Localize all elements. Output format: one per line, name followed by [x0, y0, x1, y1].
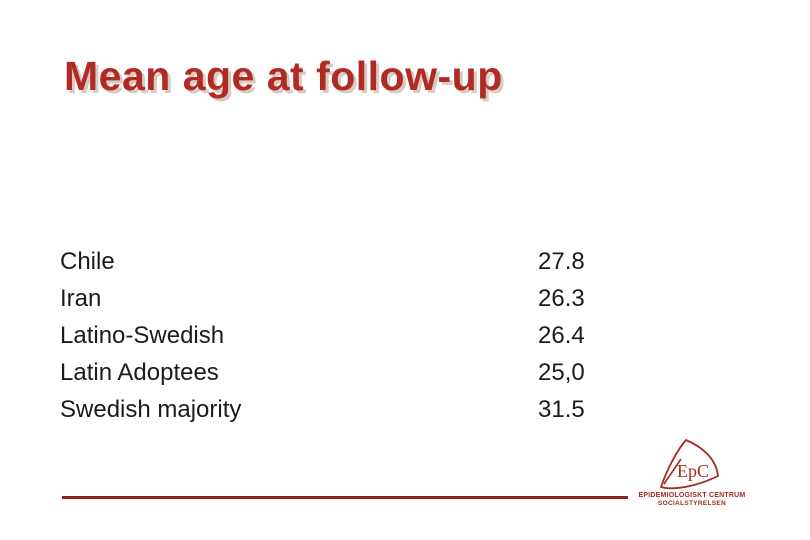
- slide-title: Mean age at follow-up: [64, 53, 503, 99]
- row-value: 25,0: [538, 359, 585, 386]
- mean-age-values-column: 27.8 26.3 26.4 25,0 31.5: [538, 243, 585, 428]
- row-value: 26.4: [538, 322, 585, 349]
- footer-divider-line: [62, 496, 628, 499]
- epc-monogram: EpC: [677, 461, 709, 481]
- epc-logo-icon: EpC: [660, 439, 719, 490]
- logo-org-text: EPIDEMIOLOGISKT CENTRUM SOCIALSTYRELSEN: [638, 491, 746, 508]
- row-label: Chile: [60, 248, 115, 275]
- row-label: Latin Adoptees: [60, 359, 219, 386]
- row-value: 31.5: [538, 396, 585, 423]
- row-value: 26.3: [538, 285, 585, 312]
- row-value: 27.8: [538, 248, 585, 275]
- logo-org-line2: SOCIALSTYRELSEN: [657, 500, 727, 507]
- logo-org-line1: EPIDEMIOLOGISKT CENTRUM: [638, 492, 746, 499]
- row-label: Iran: [60, 285, 102, 312]
- group-labels-column: Chile Iran Latino-Swedish Latin Adoptees…: [60, 243, 241, 428]
- row-label: Swedish majority: [60, 396, 242, 423]
- row-label: Latino-Swedish: [60, 322, 225, 349]
